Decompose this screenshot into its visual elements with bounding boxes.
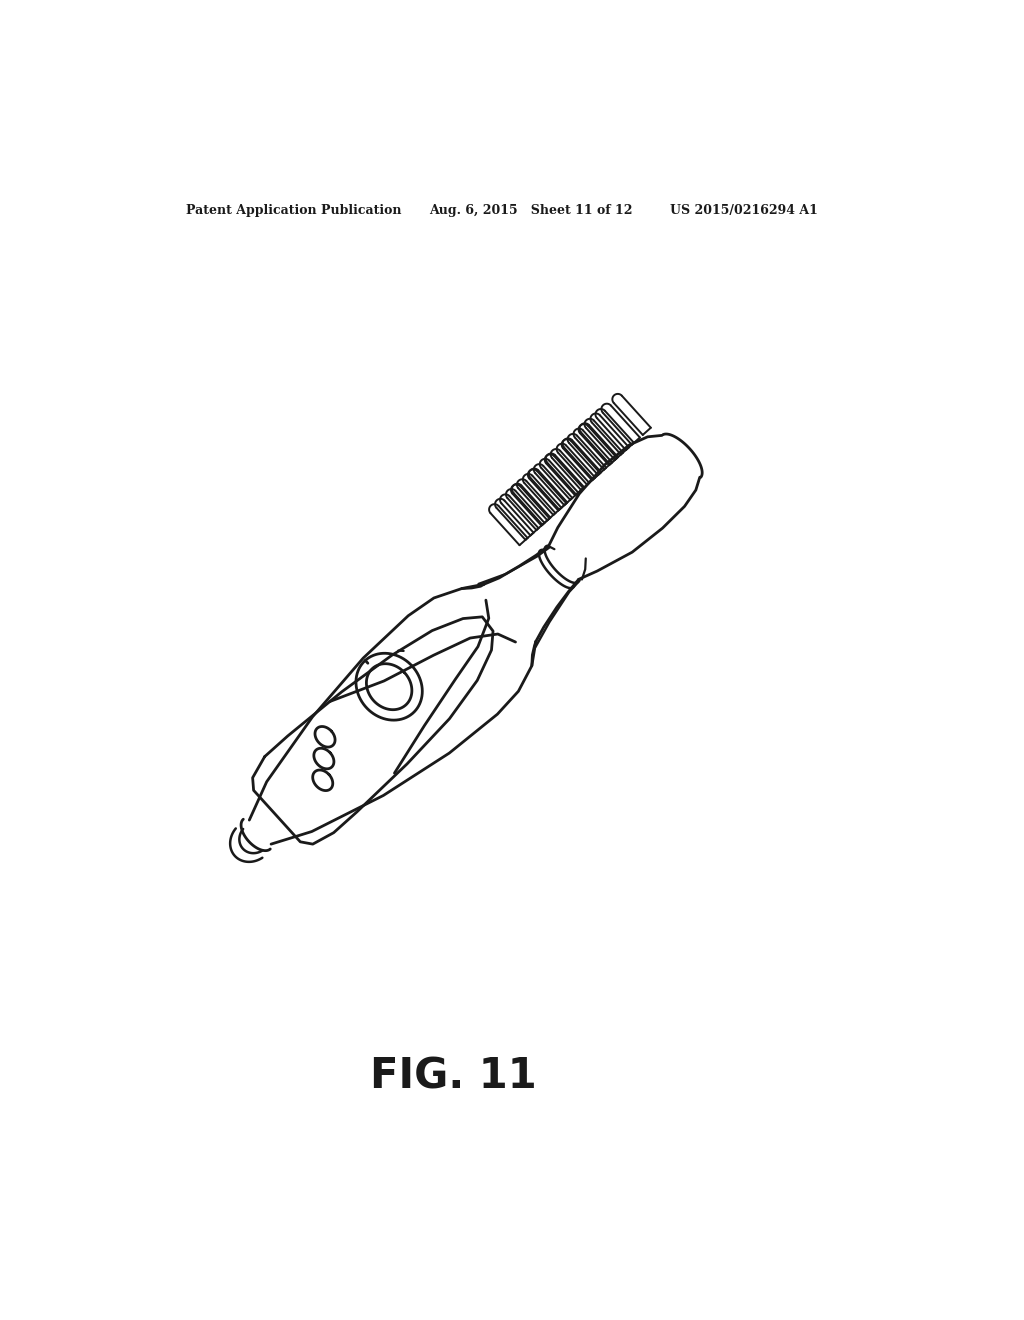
Text: FIG. 11: FIG. 11	[370, 1055, 537, 1097]
Text: US 2015/0216294 A1: US 2015/0216294 A1	[671, 205, 818, 218]
Text: Aug. 6, 2015   Sheet 11 of 12: Aug. 6, 2015 Sheet 11 of 12	[429, 205, 632, 218]
Text: Patent Application Publication: Patent Application Publication	[186, 205, 401, 218]
